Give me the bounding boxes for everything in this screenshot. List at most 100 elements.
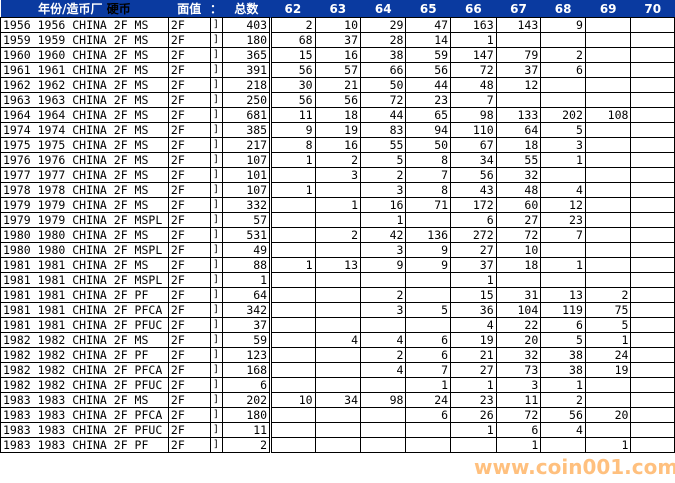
cell-grade-count[interactable]: 57 bbox=[314, 62, 362, 78]
cell-hidden[interactable]: ] bbox=[209, 347, 223, 363]
cell-grade-count[interactable]: 1 bbox=[450, 32, 497, 48]
cell-grade-count[interactable] bbox=[540, 242, 586, 258]
cell-grade-count[interactable]: 72 bbox=[360, 92, 407, 108]
cell-grade-count[interactable] bbox=[584, 227, 632, 243]
cell-grade-count[interactable]: 4 bbox=[360, 332, 407, 348]
cell-grade-count[interactable]: 18 bbox=[314, 107, 362, 123]
cell-grade-count[interactable] bbox=[630, 212, 675, 228]
cell-grade-count[interactable]: 4 bbox=[360, 362, 407, 378]
cell-total[interactable]: 250 bbox=[221, 92, 273, 108]
cell-denom[interactable]: 2F bbox=[167, 92, 211, 108]
cell-grade-count[interactable]: 18 bbox=[495, 137, 542, 153]
cell-grade-count[interactable] bbox=[270, 347, 316, 363]
cell-grade-count[interactable]: 104 bbox=[495, 302, 542, 318]
cell-coin[interactable]: 1978 1978 CHINA 2F MS bbox=[0, 182, 169, 198]
cell-grade-count[interactable]: 9 bbox=[270, 122, 316, 138]
cell-denom[interactable]: 2F bbox=[167, 17, 211, 33]
cell-grade-count[interactable]: 2 bbox=[360, 347, 407, 363]
cell-grade-count[interactable]: 32 bbox=[495, 347, 542, 363]
cell-grade-count[interactable] bbox=[270, 407, 316, 423]
cell-grade-count[interactable] bbox=[630, 347, 675, 363]
cell-grade-count[interactable]: 143 bbox=[495, 17, 542, 33]
cell-grade-count[interactable] bbox=[270, 197, 316, 213]
cell-grade-count[interactable]: 1 bbox=[360, 212, 407, 228]
cell-grade-count[interactable] bbox=[270, 212, 316, 228]
cell-grade-count[interactable]: 1 bbox=[270, 257, 316, 273]
cell-grade-count[interactable]: 44 bbox=[360, 107, 407, 123]
cell-coin[interactable]: 1974 1974 CHINA 2F MS bbox=[0, 122, 169, 138]
cell-grade-count[interactable] bbox=[314, 422, 362, 438]
cell-coin[interactable]: 1980 1980 CHINA 2F MSPL bbox=[0, 242, 169, 258]
cell-grade-count[interactable]: 2 bbox=[270, 17, 316, 33]
cell-grade-count[interactable]: 37 bbox=[314, 32, 362, 48]
cell-denom[interactable]: 2F bbox=[167, 272, 211, 288]
cell-total[interactable]: 365 bbox=[221, 47, 273, 63]
cell-grade-count[interactable]: 11 bbox=[495, 392, 542, 408]
cell-grade-count[interactable] bbox=[630, 62, 675, 78]
cell-grade-count[interactable] bbox=[405, 422, 452, 438]
cell-grade-count[interactable] bbox=[630, 77, 675, 93]
cell-grade-count[interactable]: 38 bbox=[360, 47, 407, 63]
cell-grade-count[interactable]: 172 bbox=[450, 197, 497, 213]
cell-grade-count[interactable] bbox=[630, 242, 675, 258]
cell-grade-count[interactable]: 1 bbox=[450, 272, 497, 288]
cell-grade-count[interactable]: 6 bbox=[450, 212, 497, 228]
cell-grade-count[interactable]: 136 bbox=[405, 227, 452, 243]
cell-denom[interactable]: 2F bbox=[167, 407, 211, 423]
cell-grade-count[interactable]: 36 bbox=[450, 302, 497, 318]
cell-grade-count[interactable] bbox=[630, 287, 675, 303]
cell-coin[interactable]: 1982 1982 CHINA 2F PFCA bbox=[0, 362, 169, 378]
cell-grade-count[interactable]: 67 bbox=[450, 137, 497, 153]
cell-hidden[interactable]: ] bbox=[209, 212, 223, 228]
cell-grade-count[interactable]: 1 bbox=[314, 197, 362, 213]
cell-grade-count[interactable]: 5 bbox=[405, 302, 452, 318]
cell-grade-count[interactable] bbox=[314, 272, 362, 288]
cell-denom[interactable]: 2F bbox=[167, 302, 211, 318]
cell-grade-count[interactable]: 1 bbox=[270, 182, 316, 198]
cell-grade-count[interactable] bbox=[270, 332, 316, 348]
cell-grade-count[interactable] bbox=[360, 407, 407, 423]
cell-grade-count[interactable]: 79 bbox=[495, 47, 542, 63]
cell-total[interactable]: 11 bbox=[221, 422, 273, 438]
cell-coin[interactable]: 1981 1981 CHINA 2F MSPL bbox=[0, 272, 169, 288]
cell-grade-count[interactable]: 2 bbox=[584, 287, 632, 303]
cell-grade-count[interactable]: 68 bbox=[270, 32, 316, 48]
cell-grade-count[interactable] bbox=[584, 17, 632, 33]
cell-grade-count[interactable]: 34 bbox=[314, 392, 362, 408]
cell-grade-count[interactable]: 13 bbox=[540, 287, 586, 303]
cell-grade-count[interactable] bbox=[314, 302, 362, 318]
cell-grade-count[interactable]: 72 bbox=[495, 407, 542, 423]
cell-grade-count[interactable]: 5 bbox=[360, 152, 407, 168]
cell-grade-count[interactable]: 23 bbox=[450, 392, 497, 408]
cell-grade-count[interactable]: 15 bbox=[270, 47, 316, 63]
cell-grade-count[interactable]: 22 bbox=[495, 317, 542, 333]
cell-grade-count[interactable]: 3 bbox=[540, 137, 586, 153]
cell-grade-count[interactable]: 24 bbox=[405, 392, 452, 408]
cell-denom[interactable]: 2F bbox=[167, 347, 211, 363]
cell-grade-count[interactable] bbox=[584, 422, 632, 438]
cell-grade-count[interactable]: 6 bbox=[405, 332, 452, 348]
cell-grade-count[interactable]: 21 bbox=[450, 347, 497, 363]
cell-grade-count[interactable] bbox=[495, 92, 542, 108]
cell-hidden[interactable]: ] bbox=[209, 407, 223, 423]
cell-grade-count[interactable] bbox=[584, 197, 632, 213]
cell-grade-count[interactable]: 10 bbox=[314, 17, 362, 33]
cell-grade-count[interactable]: 20 bbox=[495, 332, 542, 348]
cell-coin[interactable]: 1983 1983 CHINA 2F PF bbox=[0, 437, 169, 453]
cell-total[interactable]: 531 bbox=[221, 227, 273, 243]
cell-grade-count[interactable] bbox=[314, 347, 362, 363]
cell-coin[interactable]: 1981 1981 CHINA 2F PF bbox=[0, 287, 169, 303]
cell-grade-count[interactable]: 29 bbox=[360, 17, 407, 33]
cell-grade-count[interactable]: 8 bbox=[405, 152, 452, 168]
cell-grade-count[interactable]: 64 bbox=[495, 122, 542, 138]
cell-hidden[interactable]: ] bbox=[209, 77, 223, 93]
cell-grade-count[interactable] bbox=[630, 407, 675, 423]
cell-grade-count[interactable] bbox=[540, 32, 586, 48]
header-grade[interactable]: 64 bbox=[360, 0, 406, 18]
cell-grade-count[interactable] bbox=[584, 272, 632, 288]
cell-grade-count[interactable]: 119 bbox=[540, 302, 586, 318]
cell-denom[interactable]: 2F bbox=[167, 362, 211, 378]
cell-hidden[interactable]: ] bbox=[209, 422, 223, 438]
cell-denom[interactable]: 2F bbox=[167, 122, 211, 138]
cell-grade-count[interactable] bbox=[360, 437, 407, 453]
